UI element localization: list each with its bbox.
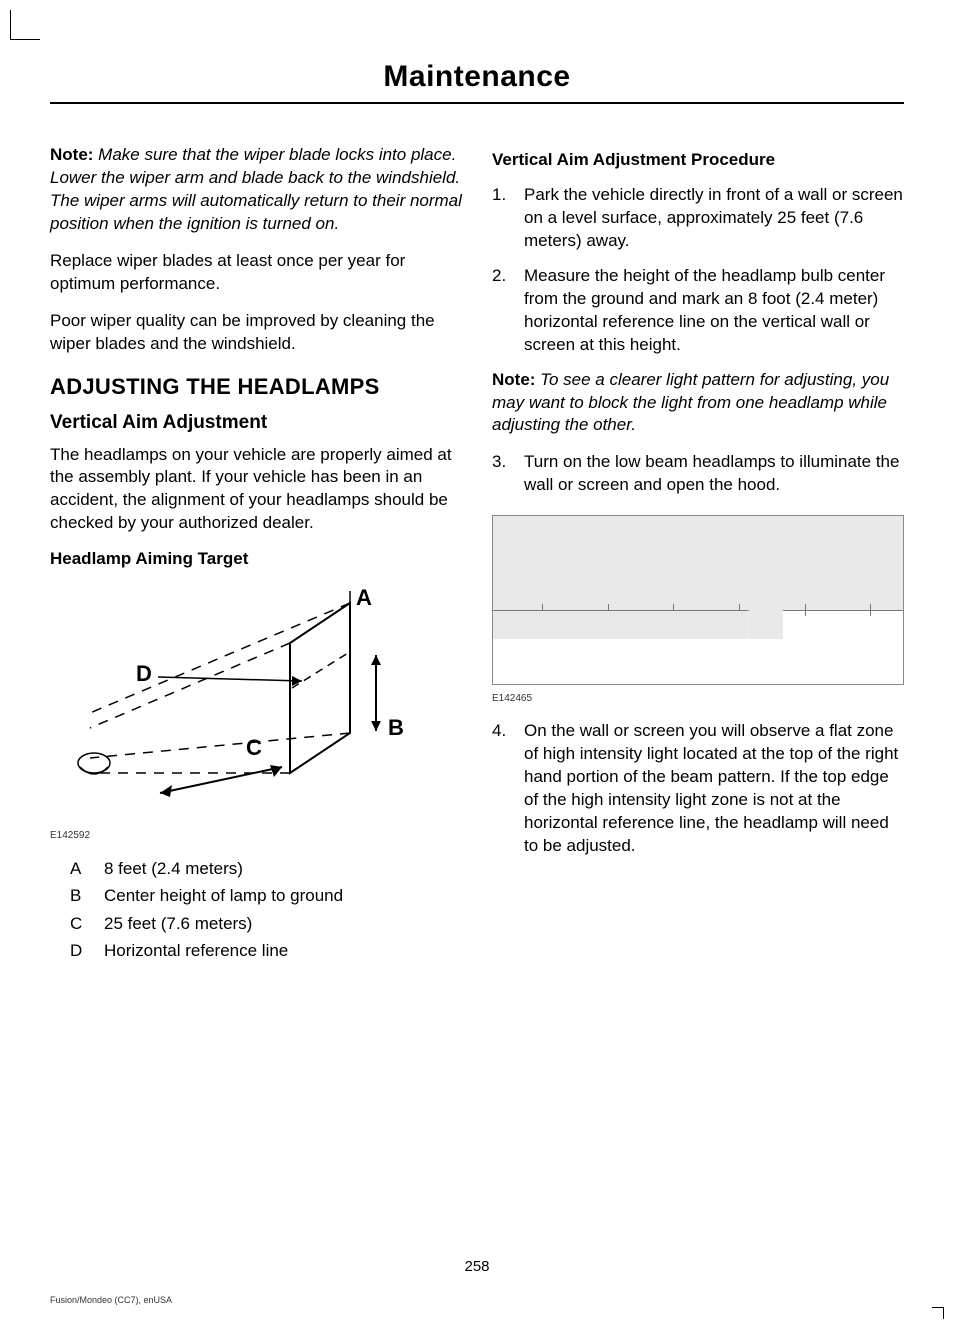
legend-text: Horizontal reference line [104, 937, 288, 964]
light-beam-shade [493, 611, 747, 639]
procedure-step: Park the vehicle directly in front of a … [492, 184, 904, 253]
diagram-caption: E142592 [50, 830, 462, 841]
legend-key: C [50, 910, 104, 937]
wiper-note: Note: Make sure that the wiper blade loc… [50, 144, 462, 236]
wiper-replace-text: Replace wiper blades at least once per y… [50, 250, 462, 296]
note-label: Note: [50, 145, 93, 164]
right-column: Vertical Aim Adjustment Procedure Park t… [492, 144, 904, 964]
legend-key: D [50, 937, 104, 964]
diagram-label-d: D [136, 661, 152, 686]
footer-meta: Fusion/Mondeo (CC7), enUSA [50, 1295, 172, 1305]
legend-text: 8 feet (2.4 meters) [104, 855, 243, 882]
heading-adjusting-headlamps: ADJUSTING THE HEADLAMPS [50, 374, 462, 400]
light-tick [870, 604, 871, 616]
page-title-rule: Maintenance [50, 60, 904, 104]
diagram-legend: A 8 feet (2.4 meters) B Center height of… [50, 855, 462, 964]
left-column: Note: Make sure that the wiper blade loc… [50, 144, 462, 964]
diagram-label-b: B [388, 715, 404, 740]
heading-procedure: Vertical Aim Adjustment Procedure [492, 150, 904, 170]
procedure-step: Measure the height of the headlamp bulb … [492, 265, 904, 357]
legend-key: A [50, 855, 104, 882]
crop-mark-top-left [10, 10, 40, 40]
diagram-label-c: C [246, 735, 262, 760]
note-text: To see a clearer light pattern for adjus… [492, 370, 889, 435]
legend-row: A 8 feet (2.4 meters) [50, 855, 462, 882]
note-text: Make sure that the wiper blade locks int… [50, 145, 462, 233]
legend-text: 25 feet (7.6 meters) [104, 910, 252, 937]
procedure-step: Turn on the low beam headlamps to illumi… [492, 451, 904, 497]
legend-row: B Center height of lamp to ground [50, 882, 462, 909]
legend-text: Center height of lamp to ground [104, 882, 343, 909]
aiming-target-svg: A B C D [50, 583, 410, 823]
aiming-target-diagram: A B C D E142592 [50, 583, 462, 841]
light-pattern-figure [492, 515, 904, 685]
note-label: Note: [492, 370, 535, 389]
legend-row: D Horizontal reference line [50, 937, 462, 964]
procedure-steps-1-2: Park the vehicle directly in front of a … [492, 184, 904, 357]
light-figure-caption: E142465 [492, 693, 904, 704]
page-title: Maintenance [50, 60, 904, 94]
legend-row: C 25 feet (7.6 meters) [50, 910, 462, 937]
procedure-step-4: On the wall or screen you will observe a… [492, 720, 904, 858]
crop-mark-bottom-right [932, 1307, 944, 1319]
light-top-shade [493, 516, 903, 610]
heading-vertical-aim: Vertical Aim Adjustment [50, 412, 462, 434]
procedure-note: Note: To see a clearer light pattern for… [492, 369, 904, 438]
wiper-clean-text: Poor wiper quality can be improved by cl… [50, 310, 462, 356]
procedure-step-3: Turn on the low beam headlamps to illumi… [492, 451, 904, 497]
diagram-label-a: A [356, 585, 372, 610]
content-columns: Note: Make sure that the wiper blade loc… [50, 144, 904, 964]
legend-key: B [50, 882, 104, 909]
heading-aiming-target: Headlamp Aiming Target [50, 549, 462, 569]
vertical-aim-intro: The headlamps on your vehicle are proper… [50, 444, 462, 536]
procedure-step: On the wall or screen you will observe a… [492, 720, 904, 858]
page-number: 258 [0, 1258, 954, 1275]
light-tick [805, 604, 806, 616]
